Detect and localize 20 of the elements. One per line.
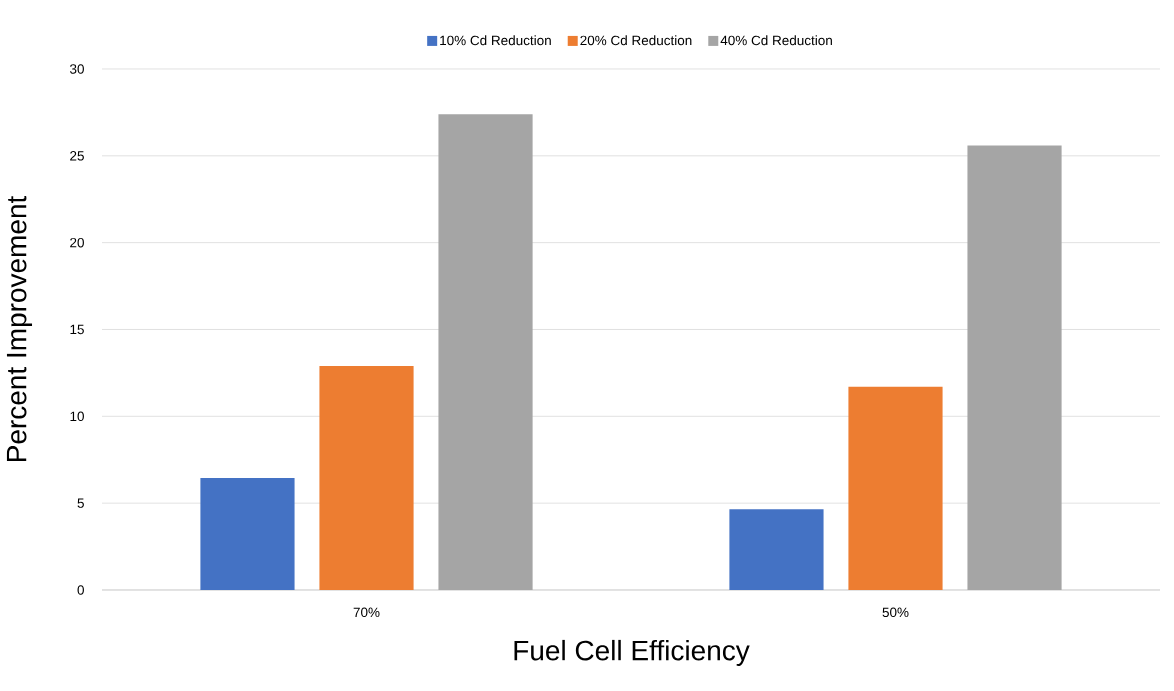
bar: [438, 114, 533, 590]
y-tick-label: 30: [69, 64, 84, 74]
x-axis-title: Fuel Cell Efficiency: [514, 639, 750, 667]
bar: [729, 509, 824, 590]
y-tick-label: 15: [70, 324, 84, 335]
x-tick-label: 70%: [353, 607, 380, 618]
bar: [848, 386, 943, 590]
bar: [967, 145, 1062, 590]
x-tick-label: 50%: [882, 607, 909, 618]
y-tick-label: 10: [70, 411, 84, 422]
bar: [200, 477, 295, 590]
y-tick-label: 25: [70, 151, 84, 161]
y-axis-title: Percent Improvement: [6, 195, 33, 462]
y-tick-label: 5: [77, 498, 84, 508]
legend-label: 40% Cd Reduction: [720, 35, 832, 46]
legend-label: 10% Cd Reduction: [440, 35, 551, 46]
legend-label: 20% Cd Reduction: [580, 35, 692, 46]
bar: [319, 365, 414, 590]
y-tick-label: 0: [77, 585, 84, 595]
y-tick-label: 20: [70, 237, 84, 248]
